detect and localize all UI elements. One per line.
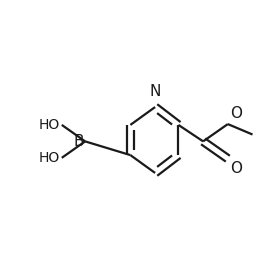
Text: B: B: [73, 134, 84, 149]
Text: O: O: [230, 106, 242, 121]
Text: N: N: [150, 84, 161, 99]
Text: O: O: [230, 161, 242, 176]
Text: HO: HO: [38, 118, 60, 132]
Text: HO: HO: [38, 151, 60, 165]
